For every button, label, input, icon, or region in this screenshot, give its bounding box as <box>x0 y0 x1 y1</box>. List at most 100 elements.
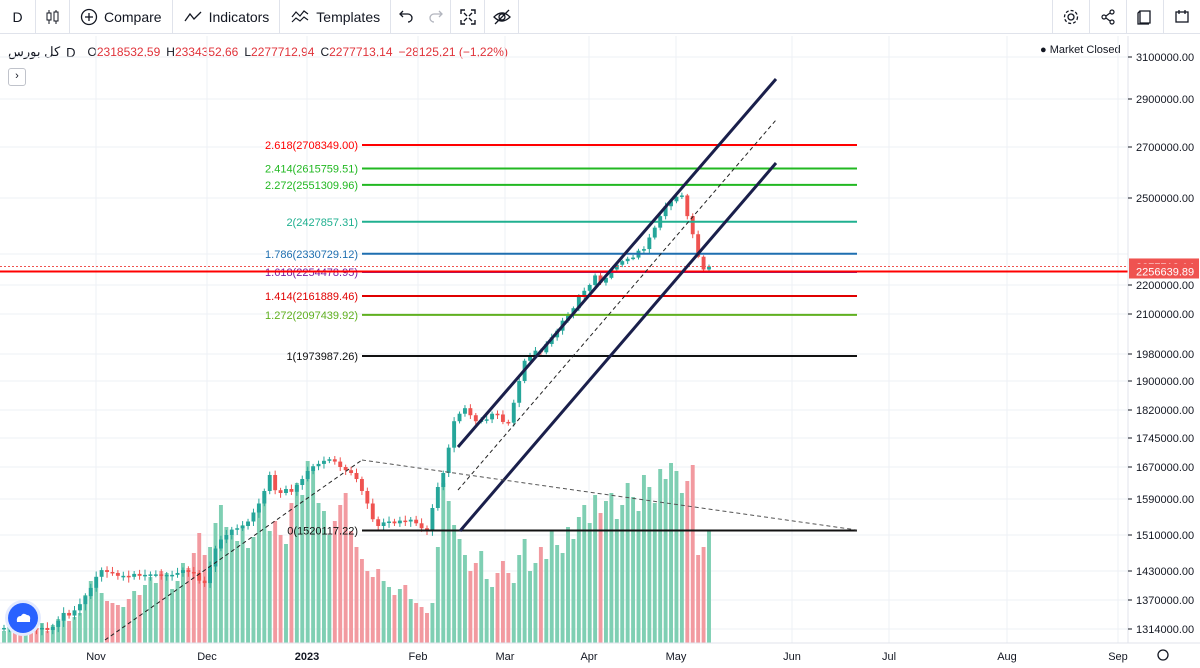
candle <box>484 419 489 421</box>
volume-bar <box>511 583 516 643</box>
candle <box>625 258 630 262</box>
candle <box>34 627 39 630</box>
volume-bar <box>132 591 137 643</box>
time-axis-label: Feb <box>409 651 428 663</box>
gear-icon <box>1063 9 1079 25</box>
candle <box>191 571 196 574</box>
candle <box>452 421 457 448</box>
volume-bar <box>631 497 636 643</box>
volume-bar <box>414 603 419 643</box>
publish-button[interactable] <box>1163 0 1200 34</box>
time-axis-label: Sep <box>1108 651 1128 663</box>
volume-bar <box>468 571 473 643</box>
volume-bar <box>555 545 560 643</box>
candle <box>240 526 245 529</box>
volume-bar <box>29 633 34 643</box>
volume-bar <box>300 495 305 643</box>
candle <box>229 529 234 535</box>
candle <box>186 570 191 572</box>
volume-bar <box>273 521 278 643</box>
candle <box>2 627 6 630</box>
share-button[interactable] <box>1089 0 1126 34</box>
cloud-icon <box>16 613 31 622</box>
candle <box>463 408 467 414</box>
indicators-label: Indicators <box>208 8 270 25</box>
undo-button[interactable] <box>391 0 421 34</box>
candle <box>50 626 55 631</box>
legend-collapse-button[interactable]: › <box>8 68 26 86</box>
volume-bar <box>441 483 446 643</box>
candle <box>587 285 592 291</box>
volume-bar <box>359 559 364 643</box>
candle <box>576 296 581 309</box>
snapshot-button[interactable] <box>1126 0 1163 34</box>
candle <box>170 574 175 577</box>
legend-open: O2318532,59 <box>87 45 161 59</box>
volume-bar <box>663 479 668 643</box>
axis-gear-icon[interactable] <box>1157 649 1169 661</box>
volume-bar <box>473 563 478 643</box>
volume-bar <box>218 505 223 643</box>
price-chart[interactable]: 2.618(2708349.00) 2.414(2615759.51) 2.272(… <box>0 35 1200 668</box>
compare-button[interactable]: Compare <box>70 0 173 34</box>
price-axis-label: 1370000.00 <box>1136 595 1194 607</box>
candle <box>278 490 283 493</box>
time-axis-label: Nov <box>86 651 106 663</box>
volume-bar <box>560 553 565 643</box>
price-axis-label: 2900000.00 <box>1136 94 1194 106</box>
publish-icon <box>1175 10 1189 23</box>
candle <box>473 415 478 422</box>
settings-button[interactable] <box>1052 0 1089 34</box>
templates-label: Templates <box>316 8 381 25</box>
chart-type-button[interactable] <box>36 0 70 34</box>
fib-label: 2.414(2615759.51) <box>265 163 358 175</box>
volume-bar <box>191 553 196 643</box>
fib-label: 0(1520117.22) <box>287 525 358 537</box>
templates-button[interactable]: Templates <box>280 0 392 34</box>
candle <box>354 473 359 479</box>
candle <box>685 195 690 217</box>
compare-label: Compare <box>104 8 162 25</box>
candle <box>83 596 88 605</box>
price-axis-label: 3100000.00 <box>1136 52 1194 64</box>
candle <box>300 479 305 485</box>
volume-bar <box>208 547 213 643</box>
volume-bar <box>517 555 522 643</box>
volume-bar <box>213 523 218 643</box>
price-axis-label: 2100000.00 <box>1136 309 1194 321</box>
price-axis-label: 1314000.00 <box>1136 624 1194 636</box>
volume-bar <box>45 631 50 643</box>
volume-bar <box>2 631 6 643</box>
volume-bar <box>229 535 234 643</box>
volume-bar <box>7 625 12 643</box>
fib-label: 1.786(2330729.12) <box>265 249 358 261</box>
volume-bar <box>392 595 397 643</box>
volume-bar <box>528 571 532 643</box>
volume-bar <box>289 503 294 643</box>
candle <box>598 275 603 283</box>
volume-bar <box>72 617 77 643</box>
volume-bar <box>34 629 39 643</box>
fullscreen-button[interactable] <box>451 0 486 34</box>
fib-label: 1.618(2254478.95) <box>265 267 358 279</box>
volume-bar <box>446 501 451 643</box>
candle <box>387 521 391 523</box>
trendline-falling <box>361 459 858 531</box>
redo-button[interactable] <box>421 0 452 34</box>
time-axis-label: Apr <box>580 651 597 663</box>
indicators-button[interactable]: Indicators <box>173 0 281 34</box>
candle <box>582 290 587 297</box>
volume-bar <box>408 599 413 643</box>
interval-button[interactable]: D <box>0 0 36 34</box>
candle <box>544 344 549 353</box>
candle <box>289 489 294 492</box>
volume-bar <box>370 577 375 643</box>
volume-bar <box>397 589 402 643</box>
hide-drawings-button[interactable] <box>485 0 520 34</box>
candle <box>495 413 500 416</box>
volume-bar <box>598 513 603 643</box>
volume-bar <box>181 563 185 643</box>
candle <box>332 459 337 462</box>
tradingview-logo[interactable] <box>8 603 38 633</box>
volume-bar <box>332 521 337 643</box>
